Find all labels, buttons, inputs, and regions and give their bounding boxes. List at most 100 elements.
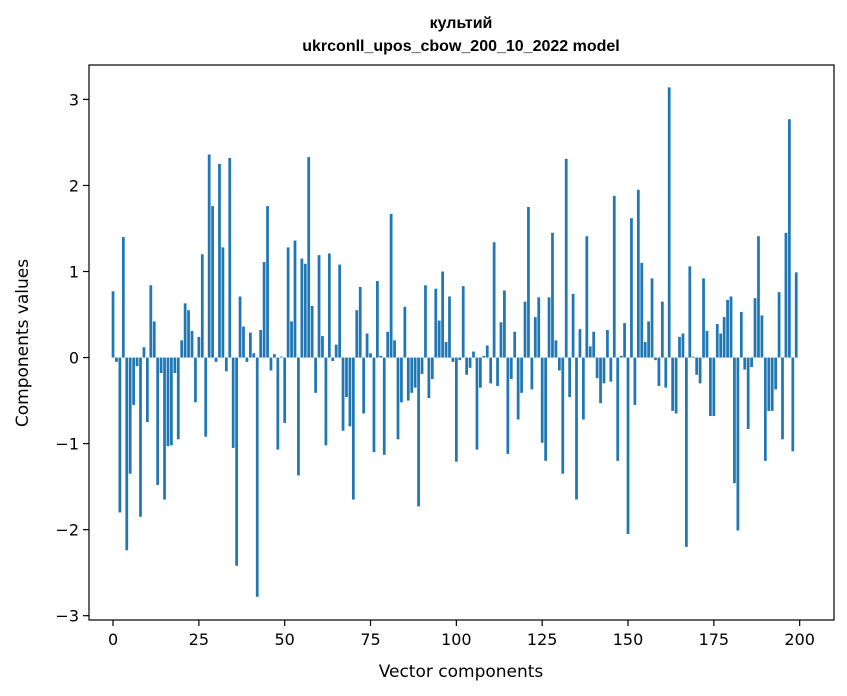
bar-145 [609, 357, 613, 382]
bar-181 [733, 357, 736, 484]
bar-17 [170, 357, 173, 446]
x-axis-ticks: 0 25 50 75 100 125 150 175 200 [108, 620, 815, 649]
bar-29 [211, 206, 214, 358]
bar-series [111, 87, 798, 597]
bar-146 [612, 195, 616, 358]
y-tick-label: 0 [69, 349, 79, 368]
bar-147 [616, 357, 620, 461]
bar-109 [485, 345, 489, 358]
bar-67 [341, 357, 345, 431]
bar-53 [293, 240, 297, 358]
bar-150 [626, 357, 630, 534]
bar-28 [207, 154, 211, 358]
bar-37 [238, 296, 242, 358]
bar-41 [252, 353, 256, 358]
bar-101 [458, 357, 462, 361]
bar-199 [794, 272, 798, 358]
x-tick-label: 75 [360, 630, 380, 649]
bar-153 [636, 189, 640, 358]
bar-177 [719, 333, 723, 358]
bar-3 [121, 237, 125, 358]
bar-185 [746, 357, 750, 429]
bar-169 [691, 356, 695, 358]
chart-title-line-1: культий [430, 15, 493, 32]
bar-115 [506, 357, 510, 454]
bar-98 [448, 296, 451, 358]
bar-157 [650, 278, 654, 358]
bar-15 [163, 357, 166, 500]
bar-76 [372, 357, 376, 453]
bar-133 [568, 357, 572, 398]
plot-frame [88, 64, 835, 621]
x-tick-label: 0 [108, 630, 118, 649]
bar-142 [599, 357, 602, 404]
bar-85 [403, 306, 407, 358]
bar-87 [410, 357, 414, 393]
bar-131 [561, 357, 565, 474]
bar-27 [204, 357, 208, 437]
bar-134 [571, 293, 575, 358]
bar-51 [286, 247, 290, 358]
bar-171 [698, 357, 702, 384]
bar-35 [231, 357, 235, 448]
bar-189 [760, 315, 764, 358]
bar-132 [564, 158, 568, 358]
bar-174 [709, 357, 712, 417]
bar-130 [557, 357, 561, 371]
bar-102 [461, 286, 465, 358]
bar-70 [351, 357, 355, 500]
bar-7 [135, 357, 139, 367]
x-tick-label: 150 [613, 630, 644, 649]
bar-12 [152, 321, 156, 358]
x-tick-label: 200 [784, 630, 815, 649]
bar-128 [551, 232, 554, 358]
bar-8 [139, 357, 142, 517]
bar-158 [654, 357, 657, 361]
bar-96 [441, 271, 444, 358]
bar-120 [523, 301, 527, 358]
bar-144 [606, 330, 609, 358]
bar-121 [527, 206, 530, 358]
bar-56 [303, 263, 307, 358]
bar-30 [214, 357, 218, 362]
x-axis-label: Vector components [379, 662, 544, 682]
bar-176 [715, 324, 719, 358]
x-tick-label: 25 [189, 630, 209, 649]
bar-179 [726, 299, 729, 358]
bar-34 [228, 157, 232, 358]
bar-92 [427, 357, 431, 398]
bar-104 [468, 357, 472, 368]
bar-194 [777, 292, 781, 358]
bar-65 [334, 344, 338, 358]
bar-195 [781, 357, 784, 440]
bar-198 [791, 357, 795, 452]
bar-127 [547, 297, 551, 358]
bar-152 [633, 357, 637, 405]
bar-193 [774, 357, 778, 390]
bar-32 [221, 247, 225, 358]
bar-173 [705, 330, 709, 358]
bar-182 [736, 357, 740, 531]
bar-13 [156, 357, 160, 485]
bar-123 [533, 317, 537, 358]
bar-187 [753, 298, 757, 358]
bar-50 [283, 357, 287, 423]
bar-61 [321, 336, 324, 358]
bar-24 [194, 357, 197, 403]
bar-117 [513, 331, 517, 358]
bar-66 [338, 264, 341, 358]
bar-108 [482, 355, 486, 358]
bar-54 [297, 357, 300, 476]
bar-1 [115, 357, 118, 362]
y-tick-label: 1 [69, 263, 79, 282]
y-tick-label: −1 [55, 435, 79, 454]
bar-77 [376, 280, 379, 358]
bar-165 [678, 336, 681, 358]
bar-21 [183, 303, 187, 358]
bar-148 [619, 355, 623, 358]
bar-137 [582, 357, 585, 420]
bar-59 [314, 357, 317, 393]
bar-20 [180, 340, 184, 358]
bar-154 [640, 262, 644, 358]
bar-74 [365, 333, 369, 358]
